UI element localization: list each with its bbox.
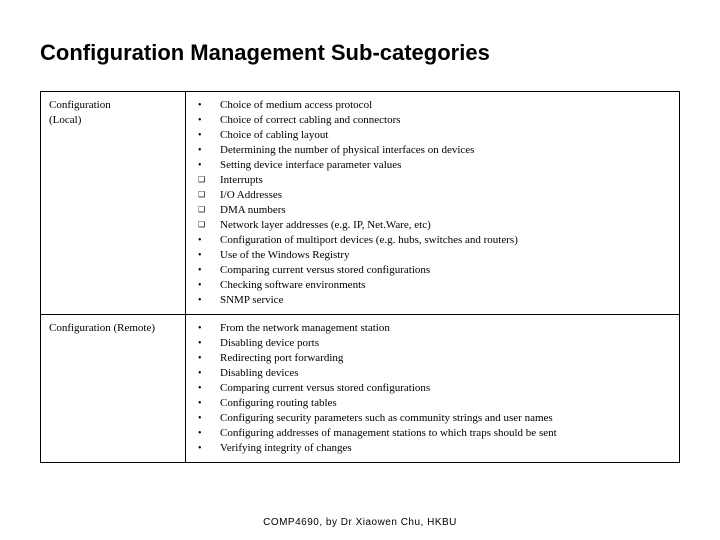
table-row: Configuration (Remote) From the network m… (41, 315, 680, 463)
list-item: Configuring addresses of management stat… (194, 426, 671, 441)
dot-bullet-icon (194, 321, 220, 336)
list-item: From the network management station (194, 321, 671, 336)
list-item-text: Checking software environments (220, 278, 671, 293)
list-item: SNMP service (194, 293, 671, 308)
list-item: DMA numbers (194, 203, 671, 218)
list-item: Configuring security parameters such as … (194, 411, 671, 426)
page-title: Configuration Management Sub-categories (40, 40, 680, 66)
list-item: Setting device interface parameter value… (194, 158, 671, 173)
list-item: Interrupts (194, 173, 671, 188)
dot-bullet-icon (194, 233, 220, 248)
table-row: Configuration(Local)Choice of medium acc… (41, 92, 680, 315)
list-item-text: DMA numbers (220, 203, 671, 218)
dot-bullet-icon (194, 158, 220, 173)
dot-bullet-icon (194, 113, 220, 128)
category-items: Choice of medium access protocolChoice o… (186, 92, 680, 315)
list-item: Use of the Windows Registry (194, 248, 671, 263)
dot-bullet-icon (194, 143, 220, 158)
list-item-text: Choice of correct cabling and connectors (220, 113, 671, 128)
list-item-text: From the network management station (220, 321, 671, 336)
list-item: Comparing current versus stored configur… (194, 263, 671, 278)
list-item: Choice of correct cabling and connectors (194, 113, 671, 128)
square-bullet-icon (194, 173, 220, 188)
list-item-text: Configuring routing tables (220, 396, 671, 411)
list-item: Choice of medium access protocol (194, 98, 671, 113)
list-item-text: Redirecting port forwarding (220, 351, 671, 366)
list-item-text: Choice of cabling layout (220, 128, 671, 143)
list-item: Choice of cabling layout (194, 128, 671, 143)
list-item-text: I/O Addresses (220, 188, 671, 203)
list-item: Comparing current versus stored configur… (194, 381, 671, 396)
list-item: I/O Addresses (194, 188, 671, 203)
list-item: Configuration of multiport devices (e.g.… (194, 233, 671, 248)
list-item-text: Comparing current versus stored configur… (220, 263, 671, 278)
category-label: Configuration(Local) (41, 92, 186, 315)
list-item: Determining the number of physical inter… (194, 143, 671, 158)
list-item: Disabling devices (194, 366, 671, 381)
list-item-text: Disabling device ports (220, 336, 671, 351)
square-bullet-icon (194, 203, 220, 218)
dot-bullet-icon (194, 396, 220, 411)
dot-bullet-icon (194, 98, 220, 113)
dot-bullet-icon (194, 351, 220, 366)
dot-bullet-icon (194, 263, 220, 278)
list-item-text: Determining the number of physical inter… (220, 143, 671, 158)
dot-bullet-icon (194, 441, 220, 456)
category-label-line: Configuration (49, 98, 177, 113)
list-item: Network layer addresses (e.g. IP, Net.Wa… (194, 218, 671, 233)
category-items: From the network management stationDisab… (186, 315, 680, 463)
list-item-text: Interrupts (220, 173, 671, 188)
dot-bullet-icon (194, 128, 220, 143)
list-item: Configuring routing tables (194, 396, 671, 411)
list-item-text: Configuring security parameters such as … (220, 411, 671, 426)
square-bullet-icon (194, 218, 220, 233)
dot-bullet-icon (194, 293, 220, 308)
dot-bullet-icon (194, 411, 220, 426)
dot-bullet-icon (194, 426, 220, 441)
footer-text: COMP4690, by Dr Xiaowen Chu, HKBU (0, 517, 720, 528)
list-item-text: Use of the Windows Registry (220, 248, 671, 263)
list-item-text: Choice of medium access protocol (220, 98, 671, 113)
list-item-text: Comparing current versus stored configur… (220, 381, 671, 396)
square-bullet-icon (194, 188, 220, 203)
list-item-text: Disabling devices (220, 366, 671, 381)
dot-bullet-icon (194, 336, 220, 351)
list-item: Verifying integrity of changes (194, 441, 671, 456)
list-item-text: SNMP service (220, 293, 671, 308)
dot-bullet-icon (194, 248, 220, 263)
list-item-text: Setting device interface parameter value… (220, 158, 671, 173)
category-label-line: (Local) (49, 113, 177, 128)
list-item-text: Configuration of multiport devices (e.g.… (220, 233, 671, 248)
list-item: Checking software environments (194, 278, 671, 293)
dot-bullet-icon (194, 278, 220, 293)
list-item-text: Configuring addresses of management stat… (220, 426, 671, 441)
list-item: Redirecting port forwarding (194, 351, 671, 366)
category-table: Configuration(Local)Choice of medium acc… (40, 91, 680, 463)
list-item-text: Verifying integrity of changes (220, 441, 671, 456)
category-label: Configuration (Remote) (41, 315, 186, 463)
list-item-text: Network layer addresses (e.g. IP, Net.Wa… (220, 218, 671, 233)
dot-bullet-icon (194, 366, 220, 381)
list-item: Disabling device ports (194, 336, 671, 351)
dot-bullet-icon (194, 381, 220, 396)
category-label-line: Configuration (Remote) (49, 321, 177, 336)
